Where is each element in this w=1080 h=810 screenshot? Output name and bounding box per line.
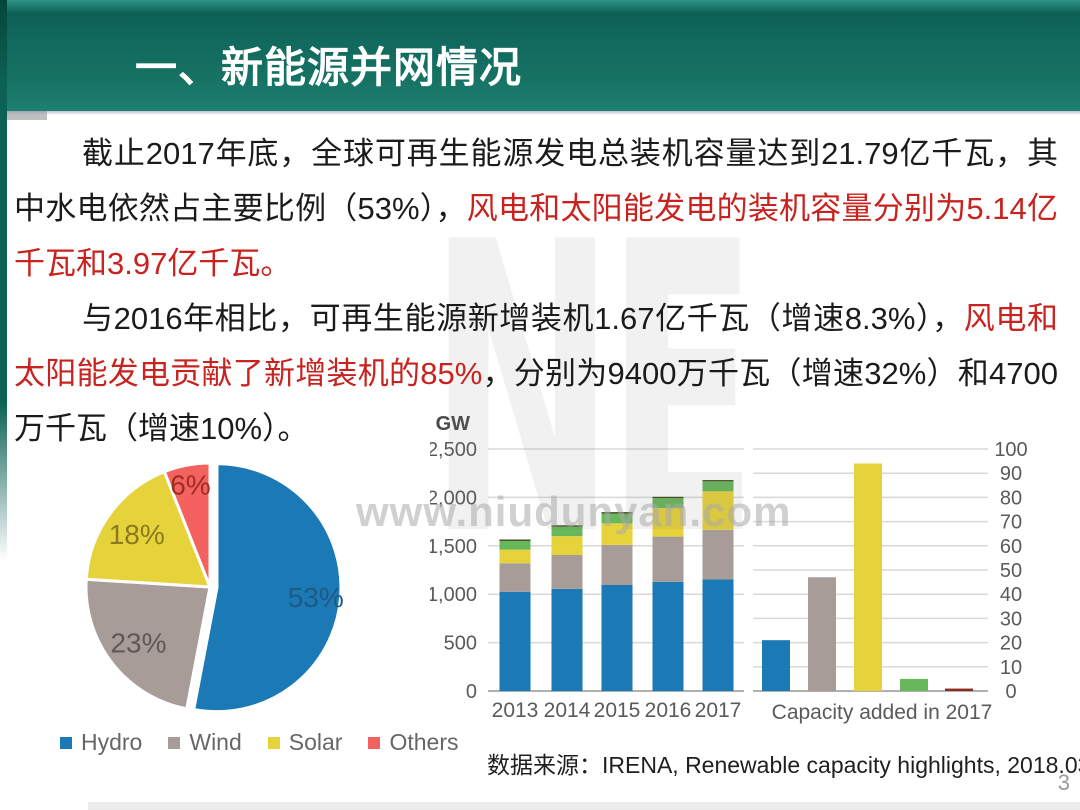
x-tick-label: 2014 xyxy=(544,699,591,722)
banner-left-shadow xyxy=(5,111,47,120)
stack-segment-wind xyxy=(499,563,531,592)
stack-segment-hydro xyxy=(551,588,583,691)
gray-bar xyxy=(808,577,836,691)
header-banner xyxy=(0,0,1080,111)
right-y-tick-label: 70 xyxy=(1000,512,1022,534)
right-chart-title: Capacity added in 2017 xyxy=(772,701,993,724)
stack-segment-solar xyxy=(652,508,684,537)
pie-slice-hydro xyxy=(192,462,343,714)
legend-label: Solar xyxy=(288,729,343,755)
legend-label: Hydro xyxy=(81,729,143,755)
x-tick-label: 2017 xyxy=(695,699,742,722)
page-number: 3 xyxy=(1057,770,1070,795)
y-tick-label: 2,000 xyxy=(430,487,477,509)
x-tick-label: 2015 xyxy=(594,699,641,722)
legend-item-hydro: Hydro xyxy=(60,729,142,756)
text-run: 截止2017年底，全球可再生能源发电总装机容量达到21.79亿千瓦，其中水电依然… xyxy=(14,136,1058,226)
stack-segment-wind xyxy=(601,544,633,586)
yellow-bar xyxy=(854,463,882,691)
paragraph: 与2016年相比，可再生能源新增装机1.67亿千瓦（增速8.3%），风电和太阳能… xyxy=(14,291,1058,456)
stack-segment-hydro xyxy=(702,579,734,691)
source-note: 数据来源：IRENA, Renewable capacity highlight… xyxy=(487,752,1080,778)
legend-swatch xyxy=(368,736,381,749)
y-tick-label: 2,500 xyxy=(430,439,477,461)
right-y-tick-label: 40 xyxy=(1000,584,1022,606)
stack-segment-dark-segment xyxy=(652,496,684,499)
text-run: ，分别为9400万千瓦（增速32%）和4700万千瓦（增速10%）。 xyxy=(14,356,1058,446)
stack-segment-wind xyxy=(551,554,583,589)
right-y-tick-label: 30 xyxy=(1000,608,1022,630)
legend-swatch xyxy=(168,736,181,749)
green-bar xyxy=(900,678,928,691)
right-y-tick-label: 50 xyxy=(1000,560,1022,582)
pie-legend: Hydro Wind Solar Others xyxy=(60,729,459,756)
highlighted-text: 风电和太阳能发电的装机容量分别为5.14亿千瓦和3.97亿千瓦。 xyxy=(14,191,1058,281)
stack-segment-wind xyxy=(702,529,734,580)
y-tick-label: 500 xyxy=(444,633,477,655)
right-y-tick-label: 90 xyxy=(1000,463,1022,485)
dark-red-bar xyxy=(945,688,973,691)
stack-segment-solar xyxy=(601,523,633,545)
right-y-tick-label: 20 xyxy=(1000,633,1022,655)
legend-swatch xyxy=(60,736,72,749)
right-y-tick-label: 60 xyxy=(1000,536,1022,558)
legend-label: Wind xyxy=(189,729,242,755)
stack-segment-solar xyxy=(702,491,734,530)
stack-segment-dark-segment xyxy=(551,525,583,527)
legend-swatch xyxy=(267,736,280,749)
stack-segment-dark-segment xyxy=(702,480,734,482)
x-tick-label: 2013 xyxy=(492,699,539,722)
left-accent-strip xyxy=(0,0,7,560)
stack-segment-green-segment xyxy=(499,540,531,550)
stack-segment-green-segment xyxy=(702,481,734,492)
y-tick-label: 0 xyxy=(466,681,477,703)
pie-slice-solar xyxy=(84,470,212,589)
text-run: 与2016年相比，可再生能源新增装机1.67亿千瓦（增速8.3%）， xyxy=(82,301,964,336)
pie-label-others: 6% xyxy=(170,470,210,501)
legend-item-wind: Wind xyxy=(168,729,242,756)
right-y-tick-label: 80 xyxy=(1000,487,1022,509)
legend-label: Others xyxy=(389,729,459,755)
blue-bar xyxy=(762,640,790,691)
paragraph: 截止2017年底，全球可再生能源发电总装机容量达到21.79亿千瓦，其中水电依然… xyxy=(14,126,1058,291)
right-y-tick-label: 100 xyxy=(994,439,1027,461)
pie-slice-wind xyxy=(84,577,212,711)
body-text: 截止2017年底，全球可再生能源发电总装机容量达到21.79亿千瓦，其中水电依然… xyxy=(14,126,1058,456)
bottom-band xyxy=(88,802,1080,810)
right-y-tick-label: 0 xyxy=(1005,681,1016,703)
stack-segment-solar xyxy=(499,549,531,564)
stack-segment-hydro xyxy=(499,591,531,691)
y-axis-title: GW xyxy=(436,413,471,435)
y-tick-label: 1,500 xyxy=(430,536,477,558)
pie-slice-others xyxy=(162,461,212,589)
pie-chart: 53% 23% 18%6% xyxy=(84,461,344,714)
right-y-tick-label: 10 xyxy=(1000,657,1022,679)
stack-segment-solar xyxy=(551,536,583,555)
header-shadow-line xyxy=(0,111,1080,115)
legend-item-others: Others xyxy=(368,729,459,756)
pie-label-solar: 18% xyxy=(109,519,165,550)
stack-segment-wind xyxy=(652,536,684,582)
stack-segment-green-segment xyxy=(551,526,583,537)
pie-label-wind: 23% xyxy=(110,627,166,658)
stack-segment-green-segment xyxy=(601,513,633,524)
stack-segment-hydro xyxy=(601,585,633,691)
legend-item-solar: Solar xyxy=(267,729,343,756)
x-tick-label: 2016 xyxy=(645,699,692,722)
highlighted-text: 风电和太阳能发电贡献了新增装机的85% xyxy=(14,301,1058,391)
stack-segment-dark-segment xyxy=(601,512,633,514)
stack-segment-hydro xyxy=(652,581,684,691)
y-tick-label: 1,000 xyxy=(430,584,477,606)
pie-label-hydro: 53% xyxy=(288,582,344,613)
stack-segment-dark-segment xyxy=(499,539,531,541)
stack-segment-green-segment xyxy=(652,498,684,509)
page-title: 一、新能源并网情况 xyxy=(135,44,523,91)
